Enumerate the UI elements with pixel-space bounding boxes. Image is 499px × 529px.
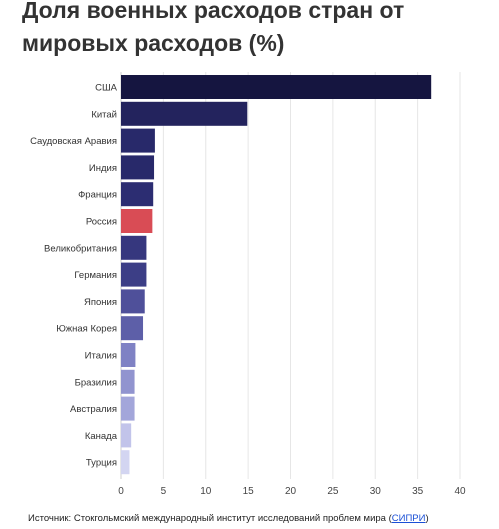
category-label: Китай: [91, 109, 117, 120]
x-tick-label: 5: [161, 486, 167, 497]
category-label: Индия: [89, 163, 117, 174]
category-label: Россия: [86, 217, 117, 228]
category-label: Франция: [78, 190, 117, 201]
bar: [121, 182, 154, 207]
category-label: Южная Корея: [56, 324, 117, 335]
category-label: Бразилия: [75, 377, 117, 388]
bar: [121, 343, 136, 367]
category-label: Турция: [86, 458, 117, 469]
category-labels: США Китай Саудовская Аравия Индия Франция Рос…: [30, 83, 118, 469]
bar: [121, 235, 147, 260]
x-tick-label: 40: [454, 486, 466, 497]
x-tick-label: 0: [118, 486, 124, 497]
x-tick-label: 10: [200, 486, 212, 497]
x-tick-label: 30: [370, 486, 382, 497]
bar: [121, 155, 155, 180]
bar: [121, 262, 147, 287]
bar: [121, 369, 135, 394]
sipri-link[interactable]: СИПРИ: [391, 513, 426, 524]
bar: [121, 128, 155, 153]
x-axis-ticks: 0 5 10 15 20 25 30 35 40: [118, 486, 466, 497]
bar: [121, 396, 135, 421]
source-close: ): [425, 513, 429, 524]
bar-chart: США Китай Саудовская Аравия Индия Франция Рос…: [30, 72, 466, 497]
chart-title: Доля военных расходов стран от мировых р…: [22, 0, 405, 56]
x-tick-label: 15: [243, 486, 255, 497]
category-label: Япония: [84, 297, 117, 308]
category-label: Германия: [74, 270, 117, 281]
bar: [121, 209, 153, 233]
bar: [121, 289, 145, 314]
x-tick-label: 25: [327, 486, 339, 497]
x-tick-label: 20: [285, 486, 297, 497]
source-note: Источник: Стокгольмский международный ин…: [28, 513, 429, 524]
bar: [121, 423, 132, 448]
bar: [121, 316, 144, 341]
bar: [121, 450, 130, 475]
source-text: Источник: Стокгольмский международный ин…: [28, 513, 392, 524]
category-label: Саудовская Аравия: [30, 136, 117, 147]
category-label: США: [95, 83, 118, 94]
bar: [121, 101, 248, 126]
category-label: Великобритания: [44, 243, 117, 254]
bars: [121, 75, 432, 475]
category-label: Австралия: [70, 404, 117, 415]
bar: [121, 75, 432, 99]
gridlines: [120, 72, 461, 479]
x-tick-label: 35: [412, 486, 424, 497]
category-label: Канада: [85, 431, 118, 442]
category-label: Италия: [85, 351, 117, 362]
